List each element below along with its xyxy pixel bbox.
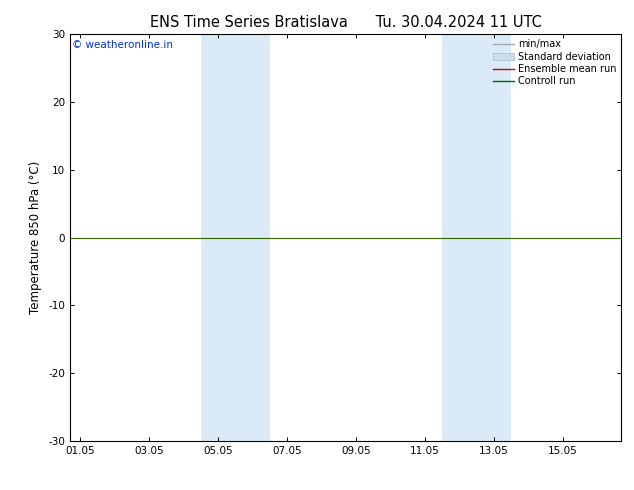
Text: © weatheronline.in: © weatheronline.in <box>72 40 174 50</box>
Y-axis label: Temperature 850 hPa (°C): Temperature 850 hPa (°C) <box>29 161 42 314</box>
Bar <box>442 34 511 441</box>
Bar <box>201 34 269 441</box>
Legend: min/max, Standard deviation, Ensemble mean run, Controll run: min/max, Standard deviation, Ensemble me… <box>491 37 618 88</box>
Title: ENS Time Series Bratislava      Tu. 30.04.2024 11 UTC: ENS Time Series Bratislava Tu. 30.04.202… <box>150 15 541 30</box>
